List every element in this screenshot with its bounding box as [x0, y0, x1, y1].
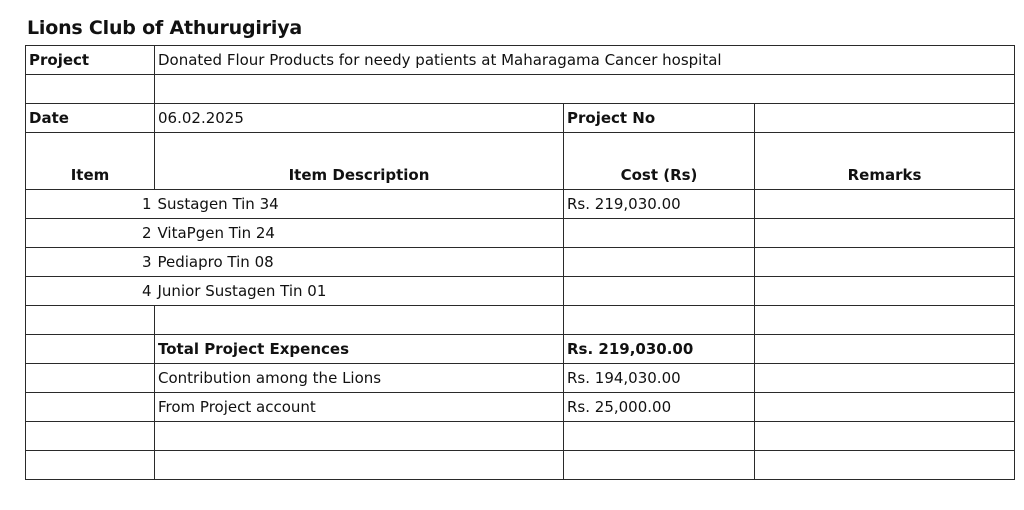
item-cost — [563, 218, 755, 248]
blank-cell — [753, 334, 1016, 364]
blank-cell — [25, 74, 155, 104]
item-remarks — [753, 247, 1016, 277]
project-no-label: Project No — [563, 103, 755, 133]
blank-cell — [154, 450, 564, 480]
item-description: Sustagen Tin 34 — [154, 189, 564, 219]
project-no-value — [753, 103, 1016, 133]
blank-cell — [563, 132, 755, 161]
item-number: 4 — [25, 276, 155, 306]
item-description: Junior Sustagen Tin 01 — [154, 276, 564, 306]
item-remarks — [753, 218, 1016, 248]
item-remarks — [753, 276, 1016, 306]
header-item: Item — [25, 161, 155, 190]
summary-label: From Project account — [154, 392, 564, 422]
document-title: Lions Club of Athurugiriya — [27, 17, 302, 39]
summary-cost: Rs. 194,030.00 — [563, 363, 755, 393]
blank-cell — [753, 392, 1016, 422]
blank-cell — [25, 392, 155, 422]
project-value: Donated Flour Products for needy patient… — [153, 45, 1016, 75]
blank-cell — [753, 450, 1016, 480]
blank-cell — [753, 363, 1016, 393]
item-row: 1 Sustagen Tin 34 Rs. 219,030.00 — [25, 189, 1016, 219]
blank-cell — [154, 305, 564, 335]
header-description: Item Description — [154, 161, 564, 190]
blank-cell — [154, 132, 564, 161]
blank-cell — [753, 305, 1016, 335]
blank-cell — [153, 74, 1016, 104]
blank-cell — [25, 132, 155, 161]
project-row: Project Donated Flour Products for needy… — [25, 45, 1016, 75]
date-row: Date 06.02.2025 Project No — [25, 103, 1016, 133]
item-row: 4 Junior Sustagen Tin 01 — [25, 276, 1016, 306]
item-description: VitaPgen Tin 24 — [154, 218, 564, 248]
blank-row — [25, 421, 1016, 451]
item-number: 3 — [25, 247, 155, 277]
date-label: Date — [25, 103, 155, 133]
item-cost — [563, 276, 755, 306]
blank-cell — [25, 363, 155, 393]
date-value: 06.02.2025 — [154, 103, 564, 133]
item-description: Pediapro Tin 08 — [154, 247, 564, 277]
blank-cell — [25, 421, 155, 451]
blank-cell — [154, 421, 564, 451]
item-number: 2 — [25, 218, 155, 248]
summary-row: From Project account Rs. 25,000.00 — [25, 392, 1016, 422]
blank-cell — [563, 450, 755, 480]
project-label: Project — [25, 45, 155, 75]
summary-row-total: Total Project Expences Rs. 219,030.00 — [25, 334, 1016, 364]
summary-cost: Rs. 25,000.00 — [563, 392, 755, 422]
blank-cell — [563, 421, 755, 451]
item-remarks — [753, 189, 1016, 219]
blank-cell — [753, 421, 1016, 451]
header-cost: Cost (Rs) — [563, 161, 755, 190]
blank-cell — [25, 305, 155, 335]
blank-cell — [563, 305, 755, 335]
blank-cell — [25, 450, 155, 480]
summary-row: Contribution among the Lions Rs. 194,030… — [25, 363, 1016, 393]
item-row: 2 VitaPgen Tin 24 — [25, 218, 1016, 248]
blank-row — [25, 132, 1016, 161]
item-number: 1 — [25, 189, 155, 219]
blank-cell — [25, 334, 155, 364]
blank-cell — [753, 132, 1016, 161]
summary-label: Total Project Expences — [154, 334, 564, 364]
blank-row — [25, 305, 1016, 335]
summary-label: Contribution among the Lions — [154, 363, 564, 393]
item-row: 3 Pediapro Tin 08 — [25, 247, 1016, 277]
project-sheet: Project Donated Flour Products for needy… — [25, 45, 1016, 480]
header-remarks: Remarks — [753, 161, 1016, 190]
summary-cost: Rs. 219,030.00 — [563, 334, 755, 364]
item-cost: Rs. 219,030.00 — [563, 189, 755, 219]
item-cost — [563, 247, 755, 277]
blank-row — [25, 450, 1016, 480]
blank-row — [25, 74, 1016, 104]
header-row: Item Item Description Cost (Rs) Remarks — [25, 161, 1016, 190]
